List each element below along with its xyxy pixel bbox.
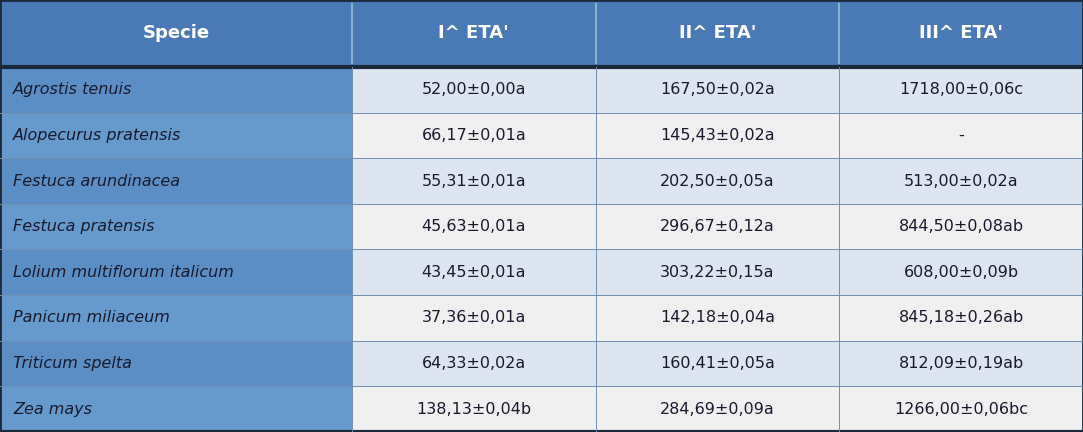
Bar <box>352 341 596 386</box>
Text: 142,18±0,04a: 142,18±0,04a <box>660 311 775 325</box>
Bar <box>839 341 1083 386</box>
Bar <box>596 386 839 432</box>
Text: -: - <box>958 128 964 143</box>
Text: 43,45±0,01a: 43,45±0,01a <box>421 265 526 280</box>
Text: 812,09±0,19ab: 812,09±0,19ab <box>899 356 1023 371</box>
Bar <box>596 204 839 250</box>
Bar <box>596 67 839 113</box>
Text: 37,36±0,01a: 37,36±0,01a <box>421 311 526 325</box>
Text: Triticum spelta: Triticum spelta <box>13 356 132 371</box>
Bar <box>352 113 596 158</box>
Text: Alopecurus pratensis: Alopecurus pratensis <box>13 128 181 143</box>
Bar <box>596 295 839 341</box>
Text: 845,18±0,26ab: 845,18±0,26ab <box>899 311 1023 325</box>
Text: 145,43±0,02a: 145,43±0,02a <box>661 128 774 143</box>
Bar <box>596 113 839 158</box>
Text: III^ ETA': III^ ETA' <box>919 25 1003 42</box>
Text: 138,13±0,04b: 138,13±0,04b <box>416 402 532 417</box>
Bar <box>0 386 352 432</box>
Text: Festuca pratensis: Festuca pratensis <box>13 219 155 234</box>
Bar <box>0 67 352 113</box>
Bar <box>0 250 352 295</box>
Bar <box>352 386 596 432</box>
Bar <box>596 0 839 67</box>
Text: 202,50±0,05a: 202,50±0,05a <box>661 174 774 188</box>
Bar <box>352 0 596 67</box>
Bar <box>839 67 1083 113</box>
Text: Agrostis tenuis: Agrostis tenuis <box>13 82 132 97</box>
Text: Festuca arundinacea: Festuca arundinacea <box>13 174 180 188</box>
Text: 52,00±0,00a: 52,00±0,00a <box>421 82 526 97</box>
Text: Zea mays: Zea mays <box>13 402 92 417</box>
Text: 160,41±0,05a: 160,41±0,05a <box>660 356 775 371</box>
Bar <box>839 250 1083 295</box>
Text: 513,00±0,02a: 513,00±0,02a <box>904 174 1018 188</box>
Text: 167,50±0,02a: 167,50±0,02a <box>661 82 774 97</box>
Text: 64,33±0,02a: 64,33±0,02a <box>421 356 526 371</box>
Bar <box>596 158 839 204</box>
Text: 296,67±0,12a: 296,67±0,12a <box>661 219 774 234</box>
Text: Lolium multiflorum italicum: Lolium multiflorum italicum <box>13 265 234 280</box>
Bar <box>839 158 1083 204</box>
Bar <box>0 0 352 67</box>
Bar <box>596 250 839 295</box>
Bar <box>352 204 596 250</box>
Bar <box>0 158 352 204</box>
Bar <box>0 113 352 158</box>
Bar <box>839 386 1083 432</box>
Bar <box>839 0 1083 67</box>
Text: Panicum miliaceum: Panicum miliaceum <box>13 311 170 325</box>
Text: 1266,00±0,06bc: 1266,00±0,06bc <box>895 402 1028 417</box>
Text: 55,31±0,01a: 55,31±0,01a <box>421 174 526 188</box>
Text: Specie: Specie <box>143 25 209 42</box>
Text: 66,17±0,01a: 66,17±0,01a <box>421 128 526 143</box>
Bar <box>839 204 1083 250</box>
Text: II^ ETA': II^ ETA' <box>679 25 756 42</box>
Bar <box>352 295 596 341</box>
Bar <box>839 295 1083 341</box>
Bar <box>0 295 352 341</box>
Bar <box>352 250 596 295</box>
Text: 1718,00±0,06c: 1718,00±0,06c <box>899 82 1023 97</box>
Bar <box>839 113 1083 158</box>
Text: 608,00±0,09b: 608,00±0,09b <box>903 265 1019 280</box>
Bar <box>596 341 839 386</box>
Text: I^ ETA': I^ ETA' <box>439 25 509 42</box>
Text: 45,63±0,01a: 45,63±0,01a <box>421 219 526 234</box>
Text: 284,69±0,09a: 284,69±0,09a <box>661 402 774 417</box>
Bar <box>352 67 596 113</box>
Bar <box>0 341 352 386</box>
Bar <box>352 158 596 204</box>
Bar <box>0 204 352 250</box>
Text: 844,50±0,08ab: 844,50±0,08ab <box>899 219 1023 234</box>
Text: 303,22±0,15a: 303,22±0,15a <box>661 265 774 280</box>
